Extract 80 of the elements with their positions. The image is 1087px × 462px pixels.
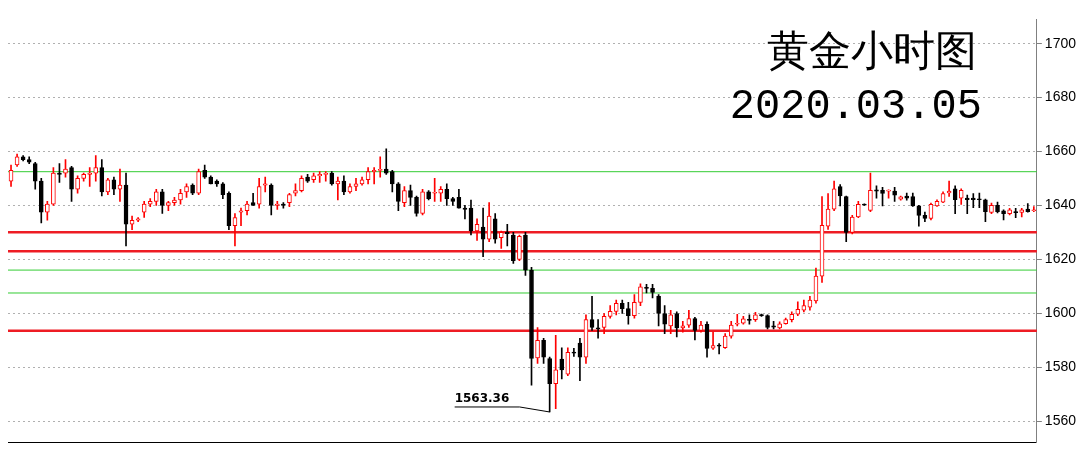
candlestick: [93, 155, 99, 182]
candlestick: [710, 331, 716, 350]
candlestick: [595, 319, 601, 339]
candlestick: [553, 334, 559, 409]
candlestick: [783, 317, 789, 325]
candlestick: [1007, 208, 1012, 216]
candlestick: [402, 186, 407, 208]
candlestick: [771, 320, 776, 330]
candlestick: [420, 188, 425, 216]
candlestick: [656, 294, 661, 327]
candlestick: [293, 183, 298, 197]
candlestick: [45, 201, 50, 221]
candlestick: [995, 201, 1000, 214]
y-tick-label: 1620: [1044, 250, 1077, 267]
candlestick: [541, 337, 546, 364]
candlestick: [311, 172, 316, 183]
candlestick: [765, 314, 770, 330]
candlestick: [650, 284, 655, 299]
candlestick: [753, 312, 758, 322]
annotation: 1563.36: [454, 391, 510, 406]
y-tick-label: 1660: [1044, 142, 1077, 159]
candlestick: [989, 202, 994, 215]
candlestick: [462, 205, 468, 220]
candlestick: [662, 305, 667, 335]
candlestick: [983, 198, 988, 222]
candlestick: [741, 316, 746, 325]
candlestick: [196, 168, 201, 195]
candlestick: [414, 195, 419, 217]
candlestick: [57, 163, 62, 183]
candlestick: [166, 201, 171, 212]
candlestick: [874, 185, 879, 199]
candlestick: [535, 327, 540, 364]
candlestick: [734, 313, 740, 327]
candlestick: [432, 178, 437, 202]
candlestick: [977, 192, 982, 208]
y-tick-label: 1580: [1044, 357, 1077, 374]
candlestick: [517, 234, 522, 261]
candlestick: [880, 187, 885, 207]
y-tick-label: 1700: [1044, 34, 1077, 51]
candlestick: [511, 232, 516, 264]
candlestick: [426, 190, 431, 201]
candlestick: [898, 195, 904, 201]
candlestick: [281, 202, 286, 209]
candlestick: [626, 302, 631, 325]
candlestick: [389, 170, 395, 193]
candlestick: [777, 321, 782, 330]
candlestick: [571, 347, 577, 357]
candlestick: [262, 176, 268, 193]
chart-title: 黄金小时图: [766, 26, 977, 76]
candlestick: [69, 165, 74, 202]
candlestick: [396, 182, 401, 212]
text: 2020.03.05: [729, 82, 982, 131]
candlestick: [1001, 209, 1006, 221]
candlestick: [632, 294, 637, 319]
y-tick-label: 1600: [1044, 304, 1077, 321]
candlestick: [523, 232, 528, 276]
candlestick: [190, 183, 195, 195]
candlestick: [178, 188, 183, 205]
candlestick: [638, 283, 643, 306]
candlestick: [87, 167, 93, 187]
candlestick: [299, 175, 304, 193]
candlestick: [862, 203, 867, 206]
candlestick: [239, 207, 243, 226]
candlestick: [408, 184, 413, 206]
y-tick-label: 1640: [1044, 196, 1077, 213]
candlestick: [202, 164, 208, 179]
candlestick: [855, 201, 861, 219]
candlestick: [160, 188, 165, 214]
y-tick-label: 1560: [1044, 411, 1077, 428]
candlestick: [886, 189, 891, 199]
candlestick: [529, 267, 534, 386]
candlestick: [51, 167, 56, 206]
candlestick: [274, 201, 280, 210]
candlestick: [184, 183, 189, 198]
candlestick: [75, 175, 80, 194]
candlestick: [868, 172, 873, 212]
y-tick-label: 1680: [1044, 88, 1077, 105]
candlestick: [716, 343, 722, 355]
candlestick: [81, 172, 86, 182]
candlestick: [287, 192, 292, 208]
